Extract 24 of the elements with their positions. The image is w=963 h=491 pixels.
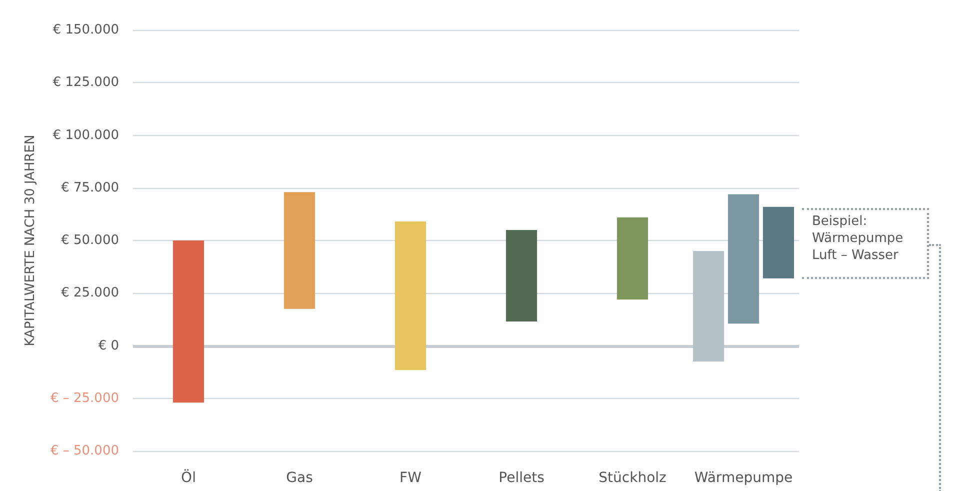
x-tick-label: Wärmepumpe (694, 470, 793, 486)
bar (616, 217, 648, 300)
x-tick-label: FW (400, 470, 422, 486)
y-tick-label: € – 25.000 (50, 390, 119, 406)
x-tick-label: Öl (181, 469, 196, 486)
callout-box: Beispiel: Wärmepumpe Luft – Wasser (802, 208, 929, 280)
y-tick-label: € 100.000 (52, 128, 119, 143)
y-tick-label: € 50.000 (61, 233, 119, 248)
bar (762, 206, 794, 278)
y-tick-label: € 25.000 (61, 286, 119, 301)
y-tick-label: € 75.000 (61, 180, 119, 196)
x-tick-label: Stückholz (598, 470, 666, 486)
y-tick-label: € 125.000 (52, 75, 119, 90)
bar (172, 240, 204, 403)
bar (394, 222, 426, 370)
x-tick-label: Gas (286, 470, 313, 486)
y-tick-label: € 150.000 (52, 22, 119, 38)
bar (284, 192, 316, 309)
x-tick-label: Pellets (498, 470, 544, 486)
y-tick-label: € – 50.000 (50, 444, 119, 458)
y-axis-title: KAPITALWERTE NACH 30 JAHREN (23, 134, 38, 346)
y-tick-label: € 0 (98, 338, 119, 354)
bar (728, 194, 760, 324)
bar (506, 230, 538, 322)
